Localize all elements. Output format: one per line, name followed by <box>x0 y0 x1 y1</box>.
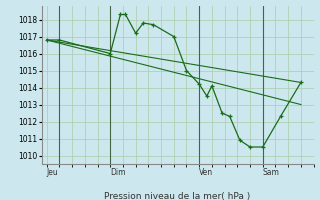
Text: Pression niveau de la mer( hPa ): Pression niveau de la mer( hPa ) <box>104 192 251 200</box>
Text: Dim: Dim <box>110 168 126 177</box>
Text: Sam: Sam <box>263 168 280 177</box>
Text: Jeu: Jeu <box>47 168 59 177</box>
Text: Ven: Ven <box>199 168 213 177</box>
